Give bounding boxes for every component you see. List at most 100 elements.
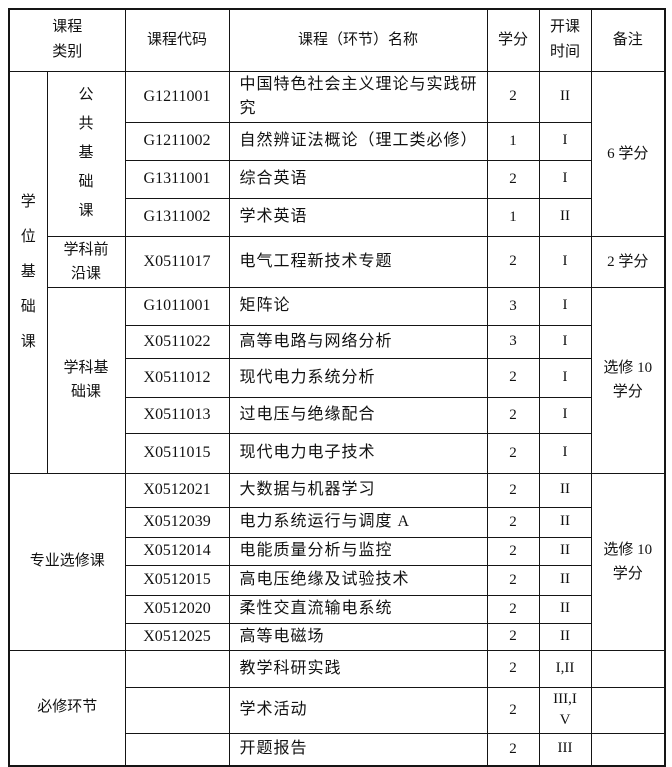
note-cell: 选修 10 学分: [590, 472, 666, 651]
time-cell: III: [538, 733, 592, 766]
time-cell: II: [538, 594, 592, 624]
time-cell: I,II: [538, 649, 592, 688]
credits-cell: 2: [486, 235, 540, 288]
time-cell: II: [538, 536, 592, 566]
time-cell: II: [538, 472, 592, 508]
credits-cell: 2: [486, 536, 540, 566]
credits-cell: 2: [486, 622, 540, 651]
credits-cell: 2: [486, 70, 540, 123]
time-cell: I: [538, 286, 592, 326]
header-name: 课程（环节）名称: [228, 8, 488, 72]
credits-cell: 3: [486, 324, 540, 359]
table-row: X0511022 高等电路与网络分析 3 I: [9, 324, 665, 359]
note-cell-empty: [590, 686, 666, 734]
table-row: 学术活动 2 III,IV: [9, 686, 666, 734]
credits-cell: 2: [486, 564, 540, 596]
note-cell: 6 学分: [590, 70, 666, 237]
group-degree-basic-label: 学位基础课: [20, 193, 36, 350]
group-required-steps: 必修环节: [8, 649, 126, 766]
name-cell: 教学科研实践: [228, 649, 488, 688]
name-cell: 柔性交直流输电系统: [228, 594, 488, 624]
header-credits: 学分: [486, 8, 540, 72]
name-cell: 学术英语: [228, 197, 488, 237]
header-row: 课程类别 课程代码 课程（环节）名称 学分 开课时间 备注: [8, 8, 666, 72]
code-cell: G1211002: [124, 121, 230, 161]
header-note: 备注: [590, 8, 666, 72]
table-row: 学科前沿课 X0511017 电气工程新技术专题 2 I 2 学分: [9, 235, 666, 288]
code-cell: X0512021: [124, 472, 230, 508]
time-cell: II: [538, 622, 592, 651]
code-cell: X0511017: [124, 235, 230, 288]
name-cell: 矩阵论: [228, 286, 488, 326]
group-professional-elective: 专业选修课: [8, 472, 126, 651]
code-cell-empty: [124, 649, 230, 688]
time-cell: I: [538, 121, 592, 161]
time-cell: III,IV: [538, 686, 592, 734]
credits-cell: 2: [486, 506, 540, 538]
table-row: G1211002 自然辨证法概论（理工类必修） 1 I: [9, 121, 665, 161]
credits-cell: 2: [486, 733, 540, 766]
code-cell: G1311001: [124, 159, 230, 199]
name-cell: 高等电磁场: [228, 622, 488, 651]
credits-cell: 2: [486, 686, 540, 734]
note-cell: 选修 10 学分: [590, 286, 666, 474]
code-cell: X0512039: [124, 506, 230, 538]
name-cell: 高等电路与网络分析: [228, 324, 488, 359]
time-cell: I: [538, 235, 592, 288]
code-cell: X0512014: [124, 536, 230, 566]
table-row: X0512020 柔性交直流输电系统 2 II: [9, 594, 665, 624]
credits-cell: 2: [486, 396, 540, 434]
time-cell: I: [538, 396, 592, 434]
name-cell: 现代电力系统分析: [228, 357, 488, 398]
group-professional-elective-label: 专业选修课: [29, 553, 105, 570]
credits-cell: 2: [486, 594, 540, 624]
code-cell: X0512025: [124, 622, 230, 651]
table-row: 专业选修课 X0512021 大数据与机器学习 2 II 选修 10 学分: [8, 472, 666, 651]
group-subject-basic: 学科基础课: [46, 286, 126, 474]
header-time-label: 开课时间: [549, 18, 580, 61]
table-row: X0512025 高等电磁场 2 II: [9, 622, 665, 651]
header-category: 课程类别: [8, 8, 126, 72]
credits-cell: 2: [486, 159, 540, 199]
header-code: 课程代码: [124, 8, 230, 72]
name-cell: 自然辨证法概论（理工类必修）: [228, 121, 488, 161]
code-cell: G1011001: [124, 286, 230, 326]
name-cell: 电气工程新技术专题: [228, 235, 488, 288]
credits-cell: 2: [486, 649, 540, 688]
code-cell: X0511015: [124, 432, 230, 474]
time-cell: I: [538, 324, 592, 359]
credits-cell: 1: [486, 197, 540, 237]
name-cell: 电力系统运行与调度 A: [228, 506, 488, 538]
name-cell: 高电压绝缘及试验技术: [228, 564, 488, 596]
header-time: 开课时间: [538, 8, 592, 72]
time-cell: I: [538, 357, 592, 398]
table-row: X0512039 电力系统运行与调度 A 2 II: [9, 506, 665, 538]
group-frontier-label: 学科前沿课: [63, 241, 109, 282]
name-cell: 中国特色社会主义理论与实践研究: [228, 70, 488, 123]
time-cell: II: [538, 506, 592, 538]
name-cell: 过电压与绝缘配合: [228, 396, 488, 434]
name-cell: 现代电力电子技术: [228, 432, 488, 474]
name-cell: 大数据与机器学习: [228, 472, 488, 508]
group-frontier: 学科前沿课: [46, 235, 126, 288]
code-cell: X0511013: [124, 396, 230, 434]
time-cell: I: [538, 159, 592, 199]
code-cell: X0512020: [124, 594, 230, 624]
note-cell: 2 学分: [590, 235, 666, 288]
code-cell: G1311002: [124, 197, 230, 237]
group-subject-basic-label: 学科基础课: [63, 360, 109, 400]
time-cell: II: [538, 70, 592, 123]
group-required-steps-label: 必修环节: [37, 699, 98, 716]
code-cell: X0512015: [124, 564, 230, 596]
code-cell-empty: [124, 733, 230, 766]
table-row: 学位基础课 公共基础课 G1211001 中国特色社会主义理论与实践研究 2 I…: [8, 70, 666, 474]
credits-cell: 3: [486, 286, 540, 326]
name-cell: 综合英语: [228, 159, 488, 199]
table-row: X0511012 现代电力系统分析 2 I: [9, 357, 665, 398]
credits-cell: 2: [486, 357, 540, 398]
table-row: 必修环节 教学科研实践 2 I,II: [8, 649, 666, 766]
name-cell: 开题报告: [228, 733, 488, 766]
credits-cell: 2: [486, 472, 540, 508]
code-cell-empty: [124, 686, 230, 734]
